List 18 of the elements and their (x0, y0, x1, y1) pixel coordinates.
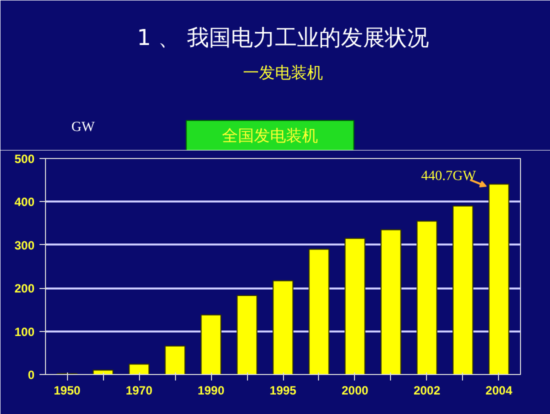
x-tick-label: 2002 (414, 384, 441, 398)
y-tick-label: 400 (14, 195, 35, 210)
x-tick-label: 2004 (486, 384, 513, 398)
y-axis-title: GW (71, 120, 96, 135)
text: 全国发电装机 (222, 126, 318, 145)
chart-title: 1 、 我国电力工业的发展状况 (137, 26, 429, 51)
y-tick-label: 500 (14, 152, 35, 166)
y-tick-label: 300 (14, 238, 35, 252)
x-tick-label: 1950 (54, 384, 81, 398)
y-tick-label: 200 (14, 282, 35, 296)
x-tick-label: 1970 (126, 384, 153, 398)
x-tick-label: 2000 (342, 384, 369, 398)
y-tick-label: 100 (14, 324, 35, 339)
y-tick-label: 0 (28, 368, 35, 382)
x-tick-label: 1995 (270, 384, 297, 398)
chart-subtitle: 一发电装机 (243, 63, 323, 82)
annotation: 440.7GW (421, 169, 477, 184)
x-tick-label: 1990 (198, 384, 225, 398)
